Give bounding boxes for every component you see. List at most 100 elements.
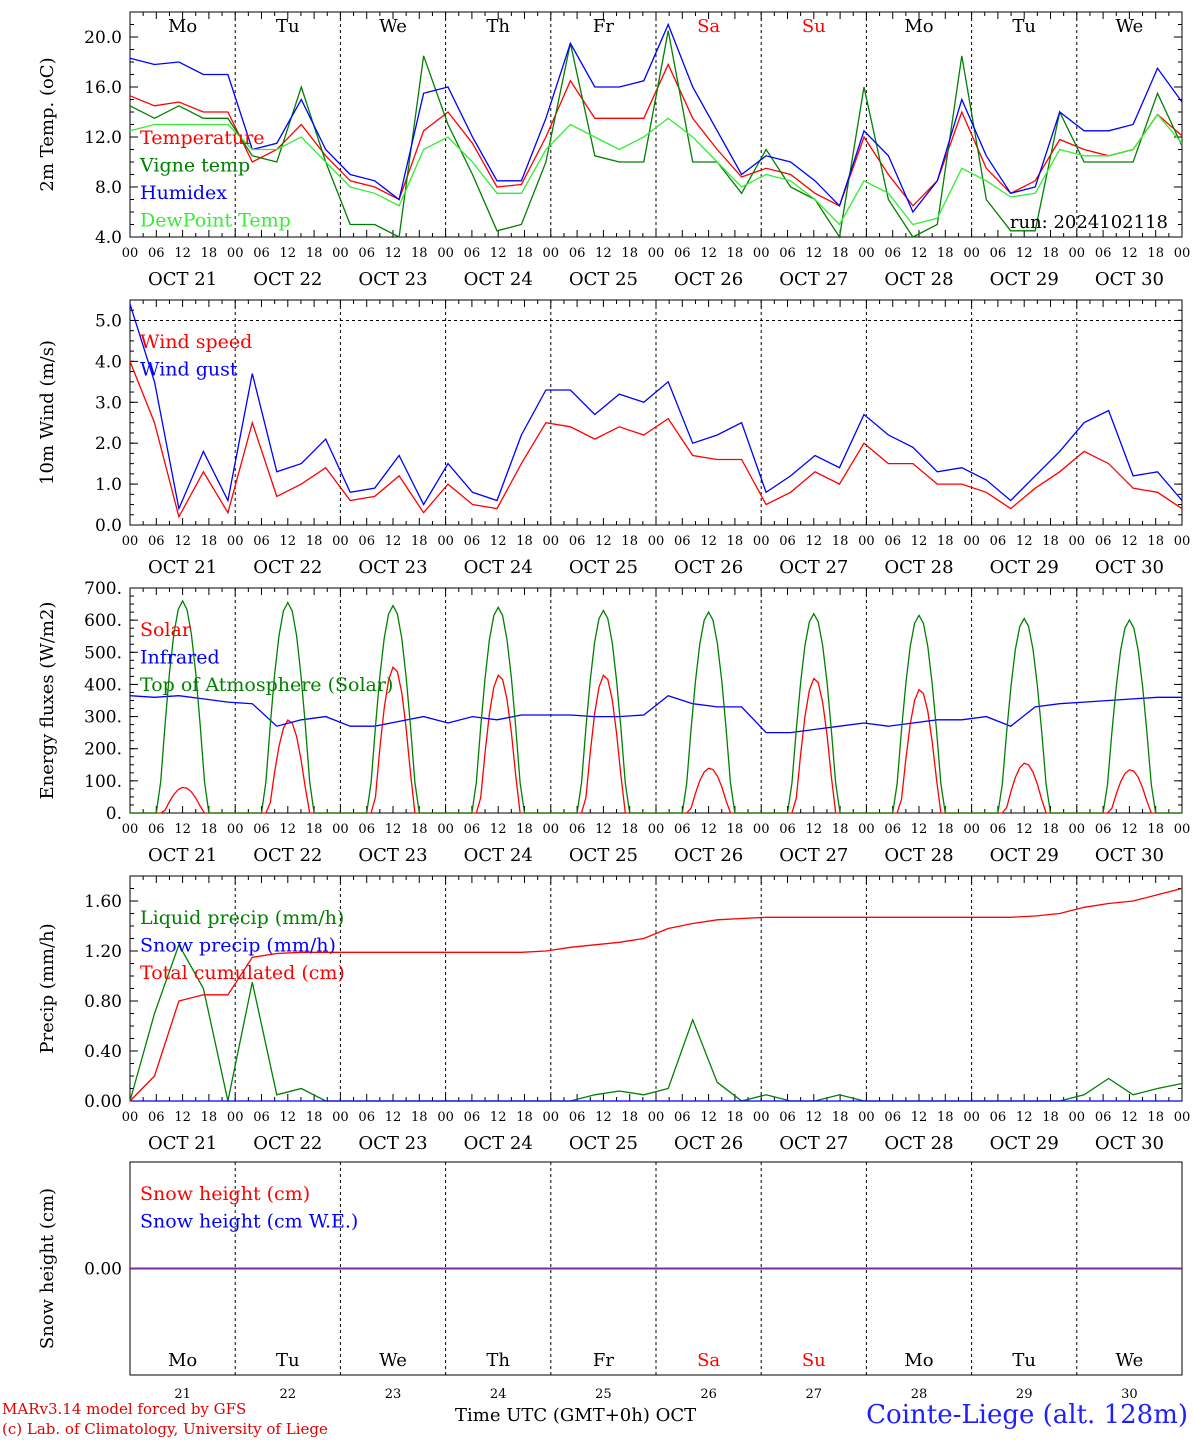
y-tick-label: 700. (84, 579, 122, 599)
hour-tick-label: 18 (1042, 246, 1059, 261)
y-tick-label: 0.80 (84, 992, 122, 1012)
panel-4 (129, 875, 1183, 1102)
hour-tick-label: 18 (1042, 822, 1059, 837)
hour-tick-label: 06 (569, 534, 586, 549)
y-tick-label: 100. (84, 772, 122, 792)
series-line (129, 887, 1183, 1102)
hour-tick-label: 18 (411, 534, 428, 549)
date-label: OCT 21 (148, 269, 217, 290)
hour-tick-label: 18 (411, 822, 428, 837)
hour-tick-label: 12 (1016, 246, 1033, 261)
date-label: OCT 23 (358, 269, 427, 290)
hour-tick-label: 06 (148, 1110, 165, 1125)
y-tick-label: 8.0 (95, 178, 122, 198)
y-tick-label: 5.0 (95, 311, 122, 331)
legend-entry: Top of Atmosphere (Solar) (140, 674, 393, 696)
hour-tick-label: 12 (806, 822, 823, 837)
y-tick-label: 0.00 (84, 1092, 122, 1112)
hour-tick-label: 06 (674, 822, 691, 837)
y-tick-label: 0.0 (95, 516, 122, 536)
hour-tick-label: 12 (911, 246, 928, 261)
date-label: OCT 30 (1095, 557, 1164, 578)
hour-tick-label: 12 (1016, 1110, 1033, 1125)
model-credit: MARv3.14 model forced by GFS (2, 1400, 247, 1418)
hour-tick-label: 18 (1042, 534, 1059, 549)
hour-tick-label: 00 (648, 1110, 665, 1125)
date-label: OCT 29 (990, 845, 1059, 866)
panel-2 (129, 299, 1183, 526)
time-axis-caption: Time UTC (GMT+0h) OCT (455, 1405, 697, 1426)
weekday-label: Th (486, 1350, 510, 1371)
day-number-label: 25 (595, 1387, 612, 1402)
hour-tick-label: 06 (990, 822, 1007, 837)
hour-tick-label: 18 (306, 822, 323, 837)
hour-tick-label: 12 (490, 534, 507, 549)
hour-tick-label: 18 (201, 246, 218, 261)
hour-tick-label: 00 (1069, 1110, 1086, 1125)
hour-tick-label: 12 (280, 822, 297, 837)
hour-tick-label: 18 (1147, 534, 1164, 549)
date-label: OCT 27 (779, 557, 848, 578)
legend-entry: DewPoint Temp (140, 210, 291, 232)
date-label: OCT 26 (674, 1133, 743, 1154)
date-label: OCT 24 (464, 1133, 533, 1154)
date-label: OCT 24 (464, 845, 533, 866)
legend-entry: Temperature (140, 127, 264, 149)
weekday-label: Tu (276, 16, 300, 37)
date-label: OCT 28 (884, 557, 953, 578)
y-axis-title: Energy fluxes (W/m2) (37, 602, 58, 800)
date-label: OCT 21 (148, 845, 217, 866)
date-label: OCT 22 (253, 269, 322, 290)
hour-tick-label: 06 (464, 822, 481, 837)
hour-tick-label: 00 (437, 1110, 454, 1125)
y-axis-title: Precip (mm/h) (37, 923, 58, 1053)
hour-tick-label: 18 (411, 1110, 428, 1125)
y-tick-label: 0. (106, 804, 122, 824)
hour-tick-label: 00 (122, 1110, 139, 1125)
hour-tick-label: 06 (990, 534, 1007, 549)
hour-tick-label: 12 (280, 246, 297, 261)
run-label: run: 2024102118 (1010, 212, 1168, 233)
hour-tick-label: 00 (543, 534, 560, 549)
hour-tick-label: 18 (621, 822, 638, 837)
hour-tick-label: 06 (464, 534, 481, 549)
y-tick-label: 1.60 (84, 892, 122, 912)
station-name: Cointe-Liege (alt. 128m) (866, 1400, 1188, 1430)
hour-tick-label: 00 (963, 1110, 980, 1125)
hour-tick-label: 00 (332, 246, 349, 261)
hour-tick-label: 12 (806, 1110, 823, 1125)
hour-tick-label: 06 (358, 534, 375, 549)
hour-tick-label: 06 (1095, 1110, 1112, 1125)
hour-tick-label: 18 (306, 246, 323, 261)
y-axis-title: 10m Wind (m/s) (37, 340, 58, 485)
hour-tick-label: 00 (437, 246, 454, 261)
y-tick-label: 500. (84, 643, 122, 663)
hour-tick-label: 18 (411, 246, 428, 261)
hour-tick-label: 00 (1174, 534, 1191, 549)
weekday-label: Tu (1012, 1350, 1036, 1371)
hour-tick-label: 12 (911, 534, 928, 549)
hour-tick-label: 00 (122, 822, 139, 837)
hour-tick-label: 00 (122, 534, 139, 549)
date-label: OCT 28 (884, 269, 953, 290)
hour-tick-label: 00 (648, 534, 665, 549)
hour-tick-label: 06 (148, 534, 165, 549)
hour-tick-label: 00 (437, 534, 454, 549)
date-label: OCT 23 (358, 557, 427, 578)
weekday-label: Mo (168, 16, 197, 37)
legend-entry: Liquid precip (mm/h) (140, 907, 344, 929)
hour-tick-label: 18 (621, 246, 638, 261)
day-number-label: 28 (911, 1387, 928, 1402)
panel-5 (129, 1161, 1183, 1376)
hour-tick-label: 06 (569, 246, 586, 261)
legend-entry: Infrared (140, 647, 220, 669)
hour-tick-label: 18 (621, 534, 638, 549)
weekday-label: Fr (593, 1350, 614, 1371)
date-label: OCT 21 (148, 557, 217, 578)
hour-tick-label: 00 (227, 1110, 244, 1125)
date-label: OCT 30 (1095, 845, 1164, 866)
day-number-label: 23 (385, 1387, 402, 1402)
hour-tick-label: 18 (516, 822, 533, 837)
hour-tick-label: 06 (990, 246, 1007, 261)
